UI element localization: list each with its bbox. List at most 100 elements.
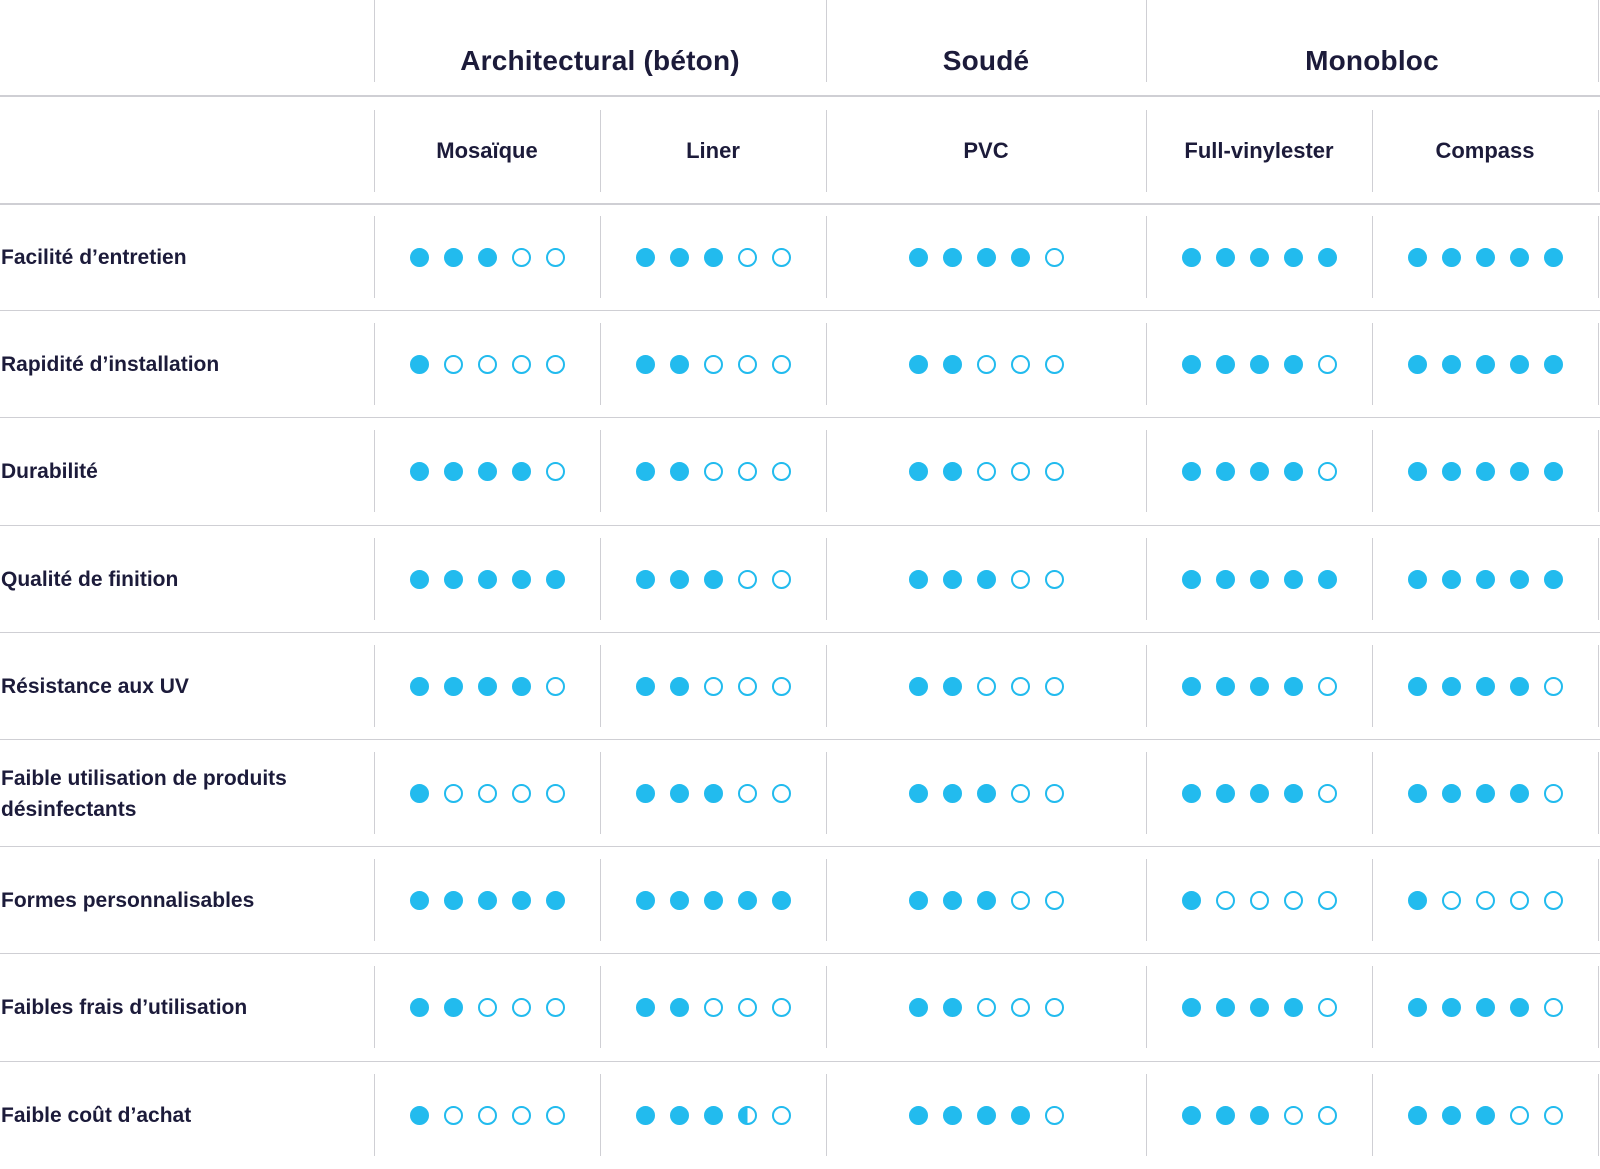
rating-cell bbox=[374, 633, 600, 740]
filled-dot-icon bbox=[1181, 462, 1201, 482]
empty-dot-icon bbox=[545, 1105, 565, 1125]
filled-dot-icon bbox=[908, 248, 928, 268]
column-header: Full-vinylester bbox=[1184, 138, 1334, 163]
rating-cell bbox=[1372, 311, 1598, 418]
column-divider bbox=[1598, 110, 1599, 192]
filled-dot-icon bbox=[1283, 784, 1303, 804]
filled-dot-icon bbox=[409, 462, 429, 482]
filled-dot-icon bbox=[1441, 784, 1461, 804]
filled-dot-icon bbox=[908, 784, 928, 804]
cell-divider bbox=[374, 966, 375, 1049]
filled-dot-icon bbox=[942, 248, 962, 268]
filled-dot-icon bbox=[1441, 998, 1461, 1018]
filled-dot-icon bbox=[942, 1105, 962, 1125]
cell-divider bbox=[374, 430, 375, 513]
filled-dot-icon bbox=[1181, 891, 1201, 911]
filled-dot-icon bbox=[409, 891, 429, 911]
filled-dot-icon bbox=[1407, 784, 1427, 804]
rating-cell bbox=[826, 204, 1146, 311]
filled-dot-icon bbox=[1317, 248, 1337, 268]
cell-divider bbox=[1598, 859, 1599, 942]
filled-dot-icon bbox=[477, 248, 497, 268]
rating-cell bbox=[374, 311, 600, 418]
filled-dot-icon bbox=[1249, 569, 1269, 589]
filled-dot-icon bbox=[1441, 569, 1461, 589]
empty-dot-icon bbox=[1543, 676, 1563, 696]
empty-dot-icon bbox=[1317, 1105, 1337, 1125]
row-divider bbox=[0, 739, 1600, 740]
cell-divider bbox=[600, 216, 601, 298]
filled-dot-icon bbox=[409, 248, 429, 268]
cell-divider bbox=[1372, 644, 1373, 727]
filled-dot-icon bbox=[1407, 676, 1427, 696]
empty-dot-icon bbox=[771, 998, 791, 1018]
filled-dot-icon bbox=[1441, 462, 1461, 482]
row-label: Durabilité bbox=[1, 460, 98, 484]
group-column-divider bbox=[826, 0, 827, 82]
cell-divider bbox=[1146, 1073, 1147, 1156]
filled-dot-icon bbox=[1475, 355, 1495, 375]
empty-dot-icon bbox=[511, 248, 531, 268]
cell-divider bbox=[1598, 430, 1599, 513]
column-header: Liner bbox=[686, 138, 740, 163]
rating-cell bbox=[374, 740, 600, 847]
cell-divider bbox=[1372, 966, 1373, 1049]
cell-divider bbox=[826, 323, 827, 406]
cell-divider bbox=[1146, 216, 1147, 298]
filled-dot-icon bbox=[409, 998, 429, 1018]
filled-dot-icon bbox=[409, 676, 429, 696]
empty-dot-icon bbox=[1543, 891, 1563, 911]
filled-dot-icon bbox=[511, 891, 531, 911]
cell-divider bbox=[1598, 644, 1599, 727]
group-header-divider bbox=[0, 95, 1600, 97]
filled-dot-icon bbox=[942, 462, 962, 482]
cell-divider bbox=[600, 537, 601, 620]
filled-dot-icon bbox=[942, 998, 962, 1018]
row-label: Faible utilisation de produits désinfect… bbox=[1, 766, 287, 821]
empty-dot-icon bbox=[1044, 998, 1064, 1018]
rating-cell bbox=[826, 740, 1146, 847]
filled-dot-icon bbox=[1475, 676, 1495, 696]
filled-dot-icon bbox=[443, 891, 463, 911]
filled-dot-icon bbox=[1543, 569, 1563, 589]
column-divider bbox=[374, 110, 375, 192]
cell-divider bbox=[1598, 216, 1599, 298]
filled-dot-icon bbox=[669, 462, 689, 482]
column-header: PVC bbox=[963, 138, 1009, 163]
empty-dot-icon bbox=[1010, 784, 1030, 804]
filled-dot-icon bbox=[976, 891, 996, 911]
empty-dot-icon bbox=[1509, 1105, 1529, 1125]
filled-dot-icon bbox=[1475, 248, 1495, 268]
filled-dot-icon bbox=[1509, 784, 1529, 804]
filled-dot-icon bbox=[1181, 248, 1201, 268]
filled-dot-icon bbox=[545, 569, 565, 589]
cell-divider bbox=[1598, 537, 1599, 620]
filled-dot-icon bbox=[443, 248, 463, 268]
filled-dot-icon bbox=[635, 1105, 655, 1125]
filled-dot-icon bbox=[1283, 248, 1303, 268]
rating-cell bbox=[1146, 311, 1372, 418]
filled-dot-icon bbox=[703, 891, 723, 911]
empty-dot-icon bbox=[703, 462, 723, 482]
group-column-divider bbox=[374, 0, 375, 82]
filled-dot-icon bbox=[409, 355, 429, 375]
rating-cell bbox=[600, 204, 826, 311]
cell-divider bbox=[374, 537, 375, 620]
filled-dot-icon bbox=[908, 676, 928, 696]
filled-dot-icon bbox=[1283, 998, 1303, 1018]
filled-dot-icon bbox=[1441, 1105, 1461, 1125]
filled-dot-icon bbox=[1181, 784, 1201, 804]
filled-dot-icon bbox=[1010, 248, 1030, 268]
filled-dot-icon bbox=[1283, 462, 1303, 482]
filled-dot-icon bbox=[443, 998, 463, 1018]
empty-dot-icon bbox=[511, 998, 531, 1018]
rating-cell bbox=[600, 633, 826, 740]
filled-dot-icon bbox=[1249, 998, 1269, 1018]
filled-dot-icon bbox=[443, 569, 463, 589]
filled-dot-icon bbox=[771, 891, 791, 911]
filled-dot-icon bbox=[1441, 355, 1461, 375]
filled-dot-icon bbox=[1407, 569, 1427, 589]
rating-cell bbox=[600, 954, 826, 1061]
filled-dot-icon bbox=[635, 784, 655, 804]
cell-divider bbox=[374, 644, 375, 727]
